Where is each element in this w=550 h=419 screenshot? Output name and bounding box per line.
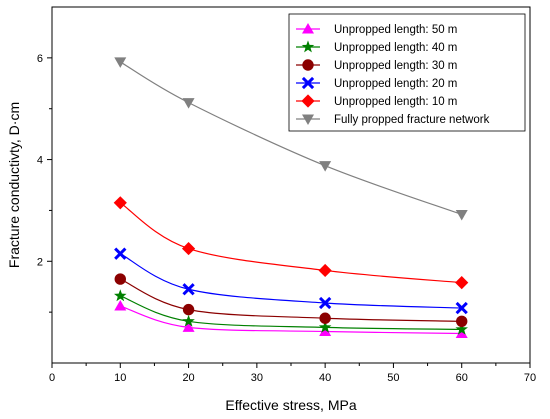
data-point-s3-2 — [182, 303, 195, 316]
x-tick-label: 30 — [251, 372, 263, 384]
legend-marker — [302, 114, 314, 125]
legend-label: Unpropped length: 50 m — [334, 24, 457, 36]
y-ticks-layer: 2 4 6 — [37, 53, 52, 313]
y-tick-label: 4 — [37, 155, 43, 167]
legend-label: Unpropped length: 40 m — [334, 42, 457, 54]
series-line-3 — [120, 278, 462, 322]
data-point-s4-3 — [318, 296, 332, 310]
legend-marker — [302, 59, 314, 71]
series-line-4 — [120, 253, 462, 309]
series-line-6 — [119, 61, 462, 216]
legend-item-2: Unpropped length: 40 m — [296, 40, 457, 54]
x-tick-label: 20 — [182, 372, 194, 384]
legend-item-4: Unpropped length: 20 m — [296, 76, 457, 90]
legend-label: Unpropped length: 20 m — [334, 78, 457, 90]
data-point-s3-4 — [456, 315, 468, 327]
legend-label: Unpropped length: 30 m — [334, 60, 457, 72]
data-point-s5-3 — [318, 263, 332, 278]
legend-marker — [302, 23, 314, 34]
data-point-s2-3 — [318, 320, 332, 333]
data-point-s4-4 — [455, 301, 468, 315]
data-point-s4-2 — [182, 283, 195, 296]
x-tick-label: 60 — [456, 372, 468, 384]
data-point-s6-3 — [319, 161, 332, 172]
series-line-1 — [120, 305, 462, 335]
data-point-s6-4 — [455, 209, 468, 221]
data-point-s2-2 — [182, 314, 195, 327]
data-point-s1-4 — [455, 327, 468, 339]
legend-label: Unpropped length: 10 m — [334, 96, 457, 108]
data-point-s1-1 — [114, 300, 127, 311]
x-tick-label: 10 — [114, 372, 126, 384]
legend-marker — [301, 76, 315, 90]
data-point-s2-1 — [114, 289, 127, 302]
series-line-5 — [119, 202, 462, 284]
data-point-s2-4 — [455, 322, 468, 335]
x-ticks-layer: 0 10 20 30 40 50 60 70 — [49, 363, 536, 384]
x-tick-label: 70 — [524, 372, 536, 384]
data-point-s5-1 — [113, 196, 127, 210]
data-point-s1-2 — [182, 321, 195, 332]
legend-item-3: Unpropped length: 30 m — [296, 59, 457, 72]
legend-box — [288, 13, 526, 132]
y-tick-label: 6 — [37, 53, 43, 65]
x-tick-label: 50 — [387, 372, 399, 384]
data-point-s4-1 — [114, 247, 127, 260]
legend: Unpropped length: 50 m Unpropped length: … — [288, 13, 526, 132]
x-axis-title: Effective stress, MPa — [225, 397, 356, 413]
legend-item-5: Unpropped length: 10 m — [296, 94, 457, 108]
data-point-s1-3 — [319, 325, 332, 336]
y-tick-label: 2 — [37, 256, 43, 268]
data-point-s5-2 — [181, 241, 196, 256]
data-point-s3-3 — [319, 312, 331, 324]
legend-marker — [301, 40, 315, 53]
legend-marker — [301, 94, 315, 108]
series-markers-layer — [113, 57, 469, 339]
series-line-2 — [120, 295, 462, 331]
data-point-s6-1 — [114, 57, 127, 68]
data-point-s5-4 — [455, 276, 469, 290]
data-point-s3-1 — [114, 273, 126, 285]
legend-label: Fully propped fracture network — [334, 114, 490, 126]
legend-item-1: Unpropped length: 50 m — [296, 23, 457, 36]
x-tick-label: 40 — [319, 372, 331, 384]
legend-item-6: Fully propped fracture network — [296, 114, 490, 126]
data-point-s6-2 — [182, 98, 195, 109]
series-lines-layer — [119, 61, 462, 335]
y-axis-title: Fracture conductivty, D·cm — [6, 102, 22, 268]
x-tick-label: 0 — [49, 372, 55, 384]
